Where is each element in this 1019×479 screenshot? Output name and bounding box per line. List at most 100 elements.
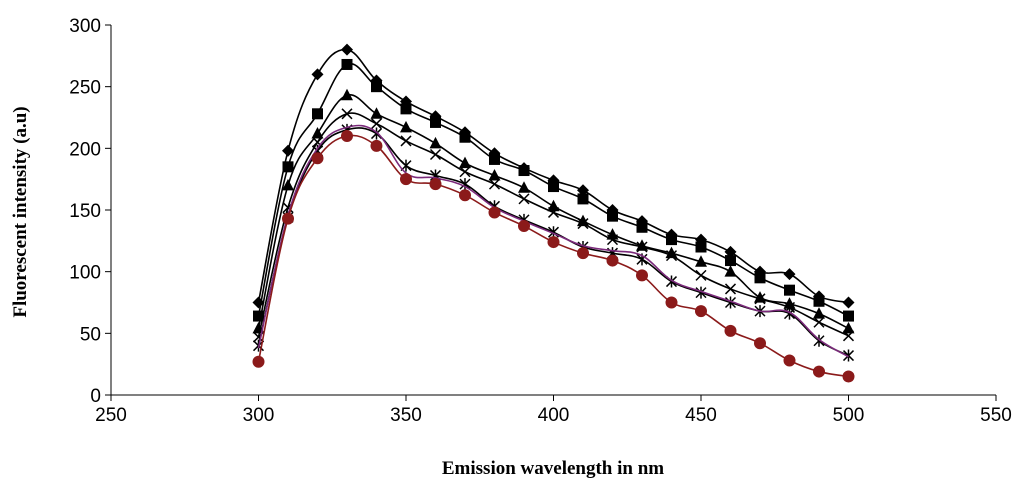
data-point-x <box>459 166 471 178</box>
data-point-square <box>489 153 500 165</box>
data-point-circle <box>459 189 471 202</box>
data-point-diamond <box>842 296 855 309</box>
x-tick-label: 450 <box>685 405 717 426</box>
data-point-square <box>695 241 707 253</box>
series-2 <box>253 58 854 322</box>
y-tick-label: 250 <box>69 78 101 99</box>
data-point-asterisk <box>783 307 796 320</box>
data-point-x <box>577 218 589 230</box>
data-point-circle <box>783 354 796 367</box>
data-point-triangle <box>459 156 471 169</box>
data-point-x <box>547 206 560 218</box>
data-point-square <box>636 221 648 233</box>
data-point-triangle <box>518 181 530 193</box>
data-point-diamond <box>724 245 737 258</box>
data-point-square <box>312 108 323 120</box>
data-point-x <box>665 250 678 262</box>
y-tick-label: 50 <box>80 324 101 345</box>
data-point-x <box>429 148 442 161</box>
x-tick-label: 350 <box>390 405 422 426</box>
x-tick-label: 400 <box>538 405 570 426</box>
series-4 <box>252 108 855 343</box>
data-point-triangle <box>370 107 383 119</box>
data-point-x <box>606 234 619 246</box>
data-point-circle <box>400 173 412 186</box>
data-point-circle <box>370 139 383 152</box>
data-point-x <box>400 135 412 147</box>
data-point-triangle <box>577 214 589 227</box>
data-point-square <box>253 310 264 322</box>
data-point-asterisk <box>695 286 707 299</box>
data-point-x <box>636 241 648 253</box>
y-tick-label: 0 <box>90 386 101 407</box>
data-point-circle <box>842 370 855 383</box>
data-point-square <box>577 193 589 205</box>
y-tick-label: 100 <box>69 263 101 284</box>
data-point-triangle <box>724 265 737 277</box>
data-point-square <box>843 310 854 322</box>
data-point-asterisk <box>459 178 471 191</box>
y-tick-label: 200 <box>69 139 101 160</box>
data-point-square <box>548 181 559 193</box>
data-point-triangle <box>695 255 707 267</box>
series-6 <box>257 124 849 358</box>
data-point-x <box>370 118 383 130</box>
data-point-diamond <box>311 68 324 81</box>
data-point-square <box>784 284 795 296</box>
data-point-x <box>488 178 501 190</box>
y-tick-label: 300 <box>69 16 101 37</box>
data-point-square <box>282 161 294 173</box>
data-point-square <box>459 131 471 143</box>
data-point-square <box>430 116 441 128</box>
data-point-diamond <box>783 268 796 281</box>
x-tick-label: 300 <box>243 405 275 426</box>
data-point-x <box>518 193 530 205</box>
data-point-circle <box>311 152 324 165</box>
data-point-square <box>607 210 618 222</box>
data-point-x <box>341 108 353 120</box>
data-point-circle <box>606 254 619 267</box>
data-point-square <box>725 255 736 267</box>
series-line <box>257 124 849 358</box>
data-point-square <box>371 81 382 93</box>
data-point-circle <box>547 236 560 249</box>
data-point-x <box>754 293 766 305</box>
data-point-circle <box>695 305 707 318</box>
data-point-square <box>813 295 825 307</box>
data-point-triangle <box>341 88 353 101</box>
x-tick-label: 550 <box>980 405 1012 426</box>
data-point-square <box>666 234 677 246</box>
data-point-triangle <box>488 168 501 181</box>
axes: 0 50 100 150 200 250 300 250 300 350 400 450 500 550 <box>69 16 1012 426</box>
data-point-circle <box>813 365 825 378</box>
data-point-asterisk <box>842 349 855 362</box>
data-point-diamond <box>341 43 353 56</box>
data-point-triangle <box>547 199 560 212</box>
data-point-x <box>695 269 707 281</box>
data-point-circle <box>577 247 589 260</box>
data-point-circle <box>724 324 737 337</box>
x-tick-label: 250 <box>95 405 127 426</box>
x-axis-title: Emission wavelength in nm <box>442 458 664 479</box>
data-point-circle <box>665 296 678 309</box>
data-point-circle <box>488 206 501 219</box>
data-point-square <box>400 103 412 115</box>
data-point-triangle <box>813 307 825 319</box>
series-1 <box>252 43 855 309</box>
data-point-triangle <box>842 321 855 334</box>
data-point-circle <box>252 355 265 368</box>
data-point-triangle <box>282 178 294 191</box>
data-point-x <box>813 316 825 328</box>
data-point-triangle <box>311 127 324 139</box>
series-line <box>257 112 849 338</box>
y-tick-label: 150 <box>69 201 101 222</box>
data-point-triangle <box>429 136 442 149</box>
data-point-diamond <box>282 144 294 157</box>
data-point-circle <box>518 220 530 233</box>
data-point-asterisk <box>724 296 737 309</box>
data-point-circle <box>754 337 766 350</box>
data-point-triangle <box>400 120 412 133</box>
data-point-triangle <box>665 246 678 259</box>
data-point-circle <box>282 212 294 225</box>
